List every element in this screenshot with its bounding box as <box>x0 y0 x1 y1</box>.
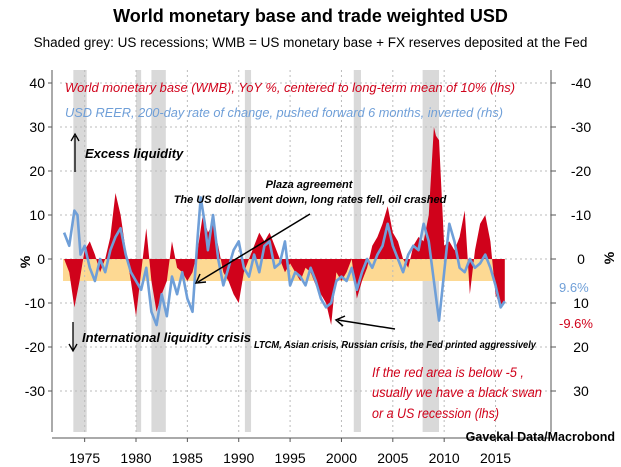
chart-subtitle: Shaded grey: US recessions; WMB = US mon… <box>33 35 588 50</box>
y-tick-label-left: -20 <box>25 339 45 355</box>
plot-background <box>60 70 551 432</box>
chart-title: World monetary base and trade weighted U… <box>113 6 508 26</box>
y-tick-label-right: 30 <box>573 383 589 399</box>
annotation-note: usually we have a black swan <box>372 385 542 400</box>
y-tick-label-right: 0 <box>577 251 585 267</box>
y-tick-label-left: -10 <box>25 295 45 311</box>
arrow-up-icon <box>70 132 80 142</box>
x-tick-label: 2000 <box>326 450 357 466</box>
ltcm-arrowhead-icon <box>334 315 346 327</box>
y-tick-label-right: -30 <box>571 119 591 135</box>
y-tick-label-left: 20 <box>29 163 45 179</box>
y-axis-label-right: % <box>601 251 617 264</box>
y-tick-label-left: 10 <box>29 207 45 223</box>
y-tick-label-right: -10 <box>571 207 591 223</box>
annotation-plaza-text: The US dollar went down, long rates fell… <box>174 194 447 206</box>
recession-band <box>353 70 361 432</box>
y-tick-label-left: 30 <box>29 119 45 135</box>
y-tick-label-left: -30 <box>25 383 45 399</box>
x-tick-label: 1980 <box>120 450 151 466</box>
x-tick-label: 1975 <box>69 450 100 466</box>
source-credit: Gavekal Data/Macrobond <box>465 430 615 444</box>
y-tick-label-right: -40 <box>571 75 591 91</box>
y-axis-label-left: % <box>17 255 33 268</box>
legend-wmb: World monetary base (WMB), YoY %, center… <box>65 80 515 95</box>
x-tick-label: 1990 <box>223 450 254 466</box>
ltcm-pointer-line <box>337 319 396 330</box>
plaza-pointer-line <box>197 213 311 283</box>
recession-band <box>151 70 166 432</box>
plaza-arrowhead-icon <box>194 273 207 284</box>
threshold-band <box>63 259 505 281</box>
annotation-crisis: International liquidity crisis <box>82 330 251 345</box>
annotation-note: If the red area is below -5 , <box>372 365 524 380</box>
x-tick-label: 1995 <box>275 450 306 466</box>
x-tick-label: 2005 <box>377 450 408 466</box>
y-tick-label-right: 20 <box>573 339 589 355</box>
recession-band <box>136 70 142 432</box>
y-tick-label-left: 40 <box>29 75 45 91</box>
y-tick-label-left: 0 <box>37 251 45 267</box>
y-tick-label-right: -20 <box>571 163 591 179</box>
annotation-note: or a US recession (lhs) <box>372 406 499 421</box>
annotation-ltcm: LTCM, Asian crisis, Russian crisis, the … <box>254 339 537 351</box>
legend-usd-reer: USD REER, 200-day rate of change, pushed… <box>65 105 503 120</box>
x-tick-label: 2010 <box>429 450 460 466</box>
last-value-wmb: -9.6% <box>559 316 593 331</box>
x-tick-label: 2015 <box>480 450 511 466</box>
last-value-usd: 9.6% <box>559 280 589 295</box>
usd-reer-line <box>62 196 506 327</box>
annotation-excess: Excess liquidity <box>85 146 184 161</box>
annotation-plaza-title: Plaza agreement <box>266 179 354 191</box>
y-tick-label-right: 10 <box>573 295 589 311</box>
arrow-down-icon <box>68 343 78 353</box>
x-tick-label: 1985 <box>172 450 203 466</box>
